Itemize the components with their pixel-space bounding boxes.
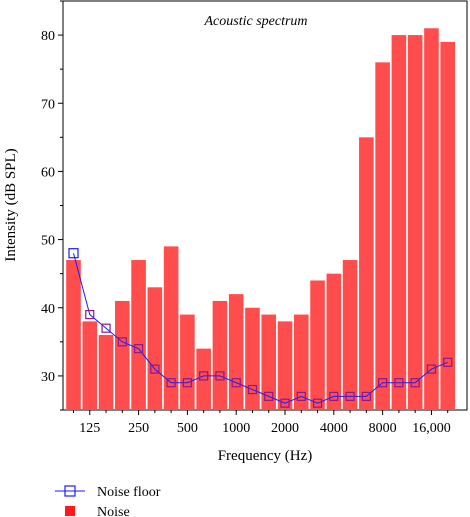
noise-floor-point: [166, 378, 176, 388]
noise-bar: [82, 321, 98, 410]
y-axis-title: Intensity (dB SPL): [3, 148, 19, 261]
noise-bar: [310, 280, 325, 410]
noise-floor-point: [133, 344, 144, 354]
x-tick-label: 16,000: [412, 421, 451, 436]
noise-floor-line: [68, 248, 453, 408]
noise-floor-point: [68, 248, 79, 259]
noise-floor-point: [410, 378, 420, 388]
noise-floor-point: [312, 398, 323, 408]
noise-floor-point: [378, 378, 388, 388]
noise-bar: [293, 314, 309, 410]
legend-noise-floor-label: Noise floor: [97, 485, 161, 500]
noise-bar: [407, 35, 423, 410]
x-axis: 125 250 500 1000 2000 4000 8000 16,000: [73, 410, 451, 436]
noise-floor-point: [231, 378, 241, 388]
noise-floor-point: [280, 398, 290, 408]
y-tick-label: 40: [41, 302, 55, 317]
y-tick-label: 70: [41, 97, 55, 112]
noise-floor-point: [199, 371, 209, 381]
noise-bar: [147, 287, 163, 410]
noise-bars: [66, 28, 456, 411]
noise-bar: [115, 300, 130, 410]
legend-noise-marker: [65, 506, 75, 516]
noise-bar: [375, 62, 390, 410]
legend: Noise floor Noise: [55, 485, 161, 517]
legend-noise-label: Noise: [97, 505, 130, 517]
noise-bar: [359, 137, 374, 410]
noise-bar: [342, 260, 358, 410]
x-axis-title: Frequency (Hz): [218, 448, 313, 464]
noise-floor-point: [296, 391, 306, 401]
noise-floor-point: [345, 391, 355, 401]
x-tick-label: 125: [79, 421, 100, 436]
noise-bar: [277, 321, 293, 410]
noise-floor-point: [101, 323, 111, 333]
y-tick-label: 80: [41, 29, 55, 44]
noise-bar: [131, 260, 146, 410]
noise-bar: [326, 273, 342, 410]
legend-noise-floor-marker: [64, 485, 76, 497]
noise-floor-point: [443, 357, 453, 367]
noise-floor-point: [215, 371, 225, 381]
noise-bar: [66, 260, 81, 410]
chart-title: Acoustic spectrum: [203, 14, 307, 29]
noise-bar: [98, 335, 114, 410]
noise-bar: [228, 294, 244, 410]
noise-floor-point: [426, 364, 437, 374]
noise-bar: [245, 307, 260, 410]
noise-floor-point: [150, 364, 160, 374]
noise-bar: [180, 314, 195, 410]
y-tick-label: 50: [41, 234, 55, 249]
noise-floor-polyline: [73, 253, 448, 404]
noise-floor-point: [247, 384, 258, 395]
noise-bar: [391, 35, 407, 410]
noise-floor-point: [329, 391, 339, 401]
noise-floor-point: [394, 378, 404, 388]
noise-floor-point: [85, 309, 95, 320]
noise-floor-point: [182, 378, 192, 388]
noise-bar: [261, 314, 277, 410]
y-axis: 30 40 50 60 70 80: [41, 0, 63, 411]
noise-floor-point: [264, 391, 274, 401]
x-tick-label: 4000: [320, 421, 348, 436]
noise-bar: [424, 28, 439, 411]
x-tick-label: 250: [128, 421, 149, 436]
noise-floor-point: [117, 337, 127, 347]
noise-floor-point: [361, 391, 371, 401]
y-tick-label: 30: [41, 370, 55, 385]
noise-bar: [440, 41, 456, 411]
x-tick-label: 1000: [222, 421, 250, 436]
noise-bar: [163, 246, 179, 410]
x-tick-label: 8000: [369, 421, 397, 436]
x-tick-label: 2000: [271, 421, 299, 436]
noise-bar: [212, 300, 228, 410]
y-tick-label: 60: [41, 165, 55, 180]
x-tick-label: 500: [177, 421, 198, 436]
